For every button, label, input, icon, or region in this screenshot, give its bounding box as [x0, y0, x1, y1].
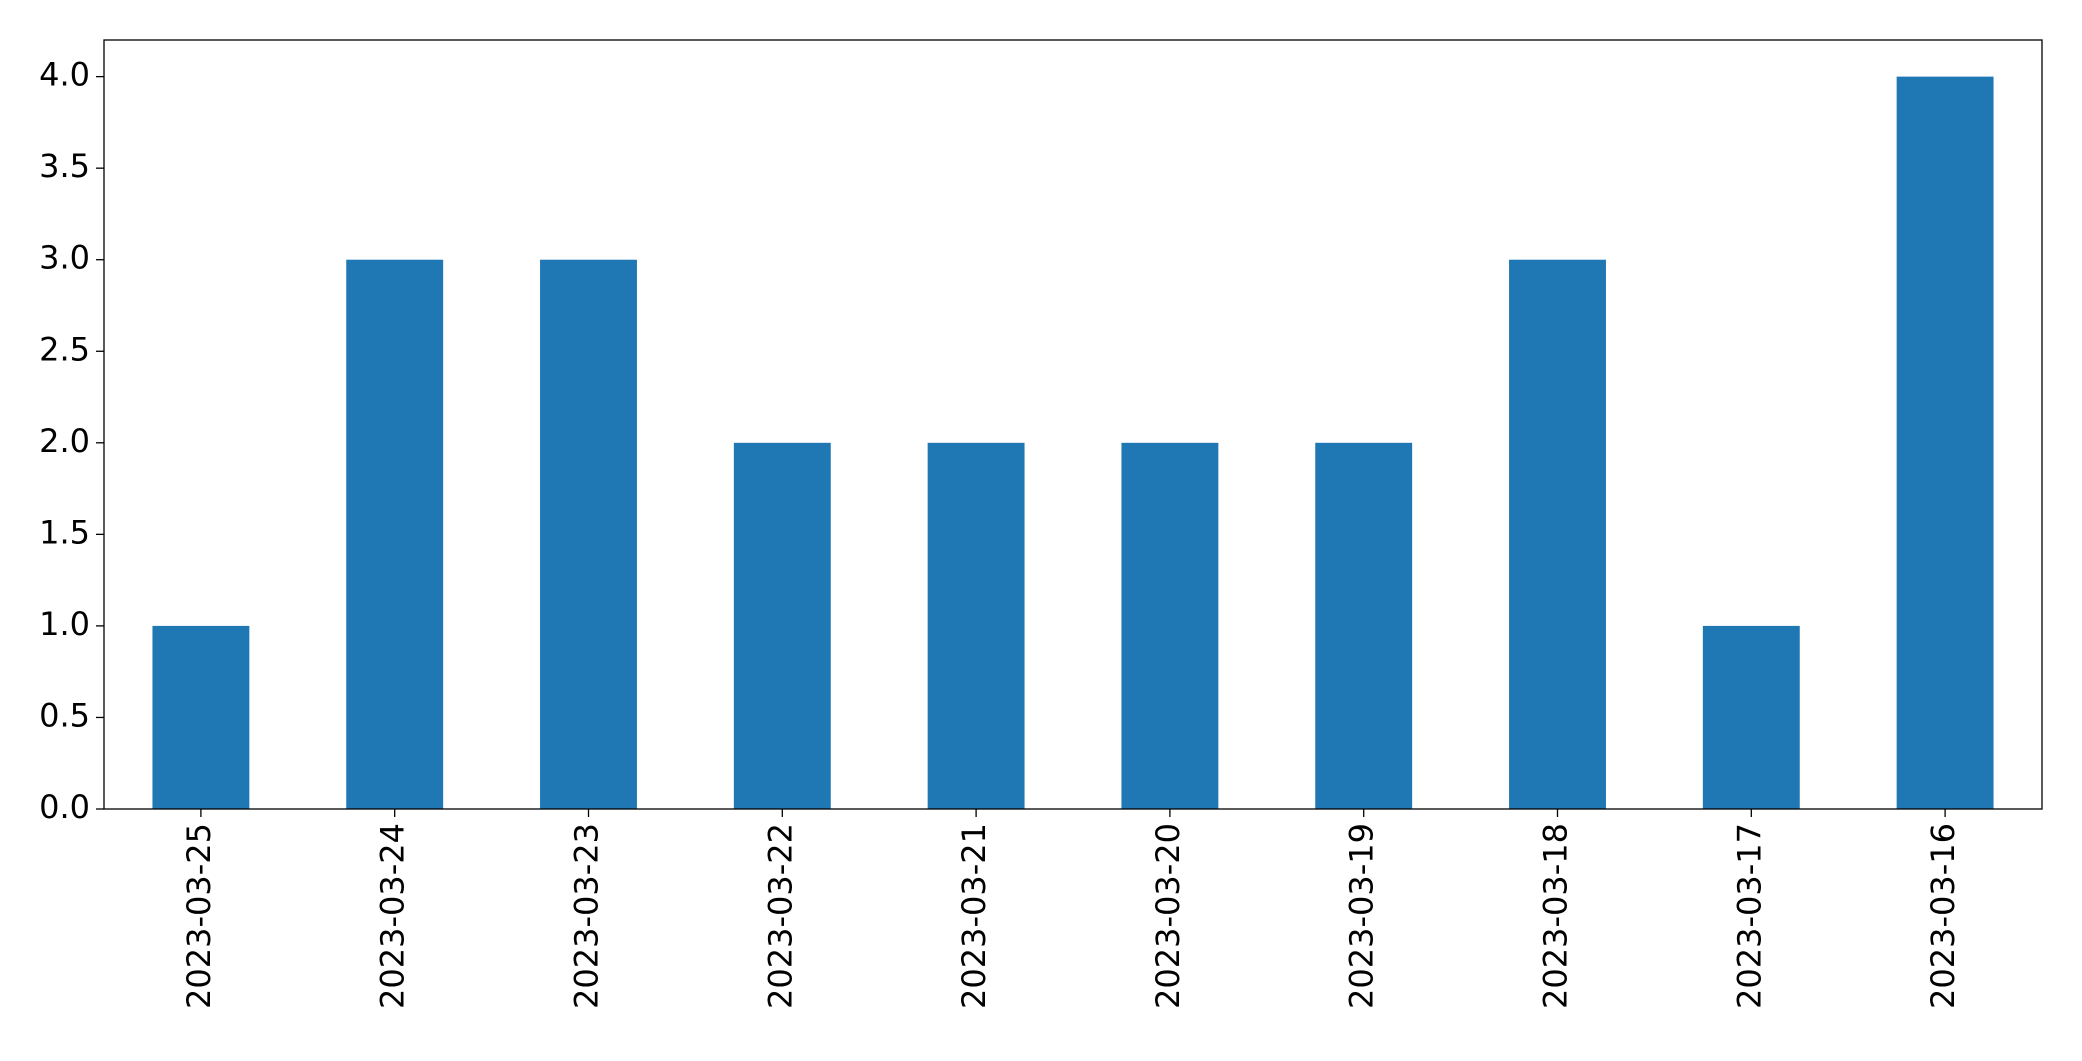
bar [1315, 442, 1413, 809]
bar [1702, 625, 1800, 809]
bar [152, 625, 250, 809]
bar [1121, 442, 1219, 809]
x-tick-label: 2023-03-21 [955, 823, 993, 1009]
y-tick-label: 4.0 [39, 56, 90, 94]
bar [540, 259, 637, 809]
y-tick-label: 3.5 [39, 147, 90, 185]
bar [733, 442, 831, 809]
x-tick-label: 2023-03-18 [1537, 823, 1575, 1009]
y-tick-label: 3.0 [39, 239, 90, 277]
x-tick-label: 2023-03-24 [374, 823, 412, 1009]
y-tick-label: 0.5 [39, 696, 90, 734]
bar [346, 259, 444, 809]
y-tick-label: 2.0 [39, 422, 90, 460]
x-tick-label: 2023-03-16 [1924, 823, 1962, 1009]
bar [927, 442, 1025, 809]
x-tick-label: 2023-03-19 [1343, 823, 1381, 1009]
x-tick-label: 2023-03-22 [761, 823, 799, 1009]
y-tick-label: 2.5 [39, 330, 90, 368]
y-tick-label: 1.5 [39, 513, 90, 551]
bar [1509, 259, 1606, 809]
y-tick-label: 0.0 [39, 788, 90, 826]
x-tick-label: 2023-03-23 [568, 823, 606, 1009]
x-tick-label: 2023-03-20 [1149, 823, 1187, 1009]
bar [1896, 76, 1994, 810]
plot-frame [103, 39, 2043, 810]
y-tick-label: 1.0 [39, 605, 90, 643]
x-tick-label: 2023-03-17 [1730, 823, 1768, 1009]
x-tick-label: 2023-03-25 [180, 823, 218, 1009]
